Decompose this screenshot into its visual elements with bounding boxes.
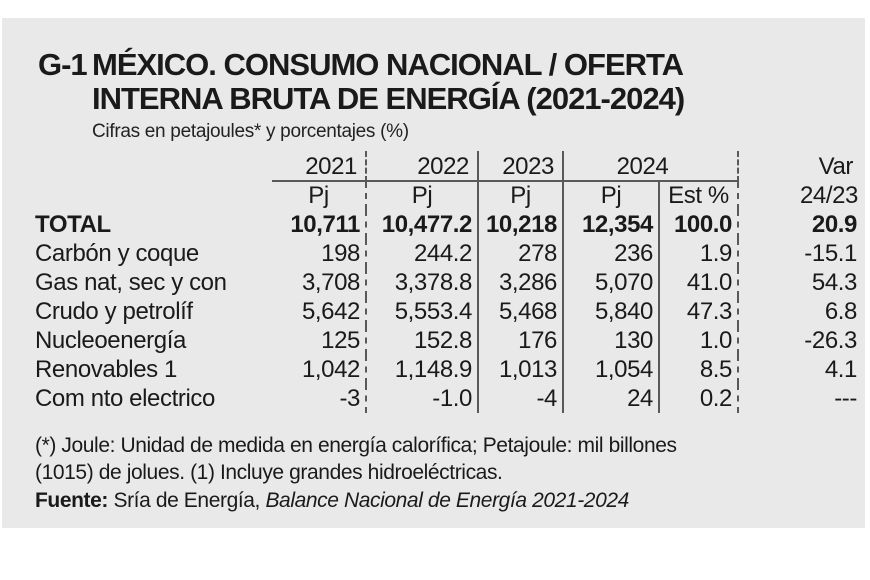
- row-label: TOTAL: [35, 211, 111, 238]
- footnote-line-2: (1015) de jolues. (1) Incluye grandes hi…: [35, 461, 503, 484]
- value-2021: 3,708: [272, 268, 367, 297]
- table-row-nucleo: Nucleoenergía 125 152.8 176 130 1.0 -26.…: [35, 326, 862, 355]
- subheader-pj-2024: Pj: [564, 182, 660, 210]
- subheader-pj-2023: Pj: [479, 182, 564, 210]
- value-2021: 10,711: [272, 210, 367, 239]
- year-header-var: Var: [818, 153, 854, 180]
- footnote-text: (*) Joule: Unidad de medida en energía c…: [35, 432, 865, 486]
- value-2024-pj: 12,354: [564, 210, 660, 239]
- source-italic-text: Balance Nacional de Energía 2021-2024: [265, 489, 629, 512]
- energy-table: 2021 2022 2023 2024 Var Pj Pj Pj Pj Est …: [35, 151, 862, 413]
- table-row-total: TOTAL 10,711 10,477.2 10,218 12,354 100.…: [35, 210, 862, 239]
- value-var: 54.3: [811, 269, 858, 296]
- value-2024-est: 100.0: [660, 210, 739, 239]
- value-var: -15.1: [804, 240, 857, 267]
- subheader-row: Pj Pj Pj Pj Est % 24/23: [35, 182, 862, 210]
- value-var: 20.9: [811, 211, 858, 238]
- row-label: Renovables 1: [35, 356, 177, 383]
- value-var: -26.3: [804, 327, 857, 354]
- year-header-2024: 2024: [564, 151, 739, 182]
- value-2024-pj: 5,840: [564, 297, 660, 326]
- table-row-comercio: Com nto electrico -3 -1.0 -4 24 0.2 ---: [35, 384, 862, 413]
- value-2023: 1,013: [479, 355, 564, 384]
- table-row-renovables: Renovables 1 1,042 1,148.9 1,013 1,054 8…: [35, 355, 862, 384]
- value-2024-est: 8.5: [660, 355, 739, 384]
- infographic-panel: G-1 MÉXICO. CONSUMO NACIONAL / OFERTA INT…: [2, 18, 865, 528]
- year-header-2022: 2022: [367, 151, 479, 182]
- value-2023: -4: [479, 384, 564, 413]
- subheader-var-24-23: 24/23: [799, 182, 858, 209]
- value-2024-pj: 24: [564, 384, 660, 413]
- value-2023: 176: [479, 326, 564, 355]
- source-plain-text: Sría de Energía,: [108, 489, 266, 512]
- value-2024-est: 0.2: [660, 384, 739, 413]
- subheader-est-pct: Est %: [660, 182, 739, 210]
- subheader-spacer: [35, 182, 272, 210]
- figure-tag: G-1: [38, 47, 88, 82]
- value-2023: 278: [479, 239, 564, 268]
- value-2024-est: 41.0: [660, 268, 739, 297]
- footnotes: (*) Joule: Unidad de medida en energía c…: [35, 432, 865, 513]
- value-2022: -1.0: [367, 384, 479, 413]
- header: G-1 MÉXICO. CONSUMO NACIONAL / OFERTA INT…: [38, 48, 865, 143]
- value-2021: 1,042: [272, 355, 367, 384]
- subheader-pj-2022: Pj: [367, 182, 479, 210]
- value-2021: 198: [272, 239, 367, 268]
- value-var: 4.1: [824, 356, 858, 383]
- value-2022: 5,553.4: [367, 297, 479, 326]
- row-label: Carbón y coque: [35, 240, 199, 267]
- value-2022: 244.2: [367, 239, 479, 268]
- value-2021: -3: [272, 384, 367, 413]
- row-label: Com nto electrico: [35, 385, 215, 412]
- value-2024-pj: 236: [564, 239, 660, 268]
- page-title: MÉXICO. CONSUMO NACIONAL / OFERTA INTERNA…: [92, 47, 685, 116]
- table-row-carbon: Carbón y coque 198 244.2 278 236 1.9 -15…: [35, 239, 862, 268]
- year-header-2021: 2021: [272, 151, 367, 182]
- value-2024-est: 1.9: [660, 239, 739, 268]
- year-header-2023: 2023: [479, 151, 564, 182]
- value-2024-pj: 1,054: [564, 355, 660, 384]
- value-2023: 10,218: [479, 210, 564, 239]
- value-var: ---: [834, 385, 857, 412]
- row-label: Nucleoenergía: [35, 327, 186, 354]
- value-2024-est: 47.3: [660, 297, 739, 326]
- row-label: Crudo y petrolíf: [35, 298, 193, 325]
- value-2024-pj: 130: [564, 326, 660, 355]
- value-2024-pj: 5,070: [564, 268, 660, 297]
- units-subtitle: Cifras en petajoules* y porcentajes (%): [92, 121, 409, 142]
- value-2021: 125: [272, 326, 367, 355]
- value-2022: 3,378.8: [367, 268, 479, 297]
- value-2022: 1,148.9: [367, 355, 479, 384]
- table-row-gas: Gas nat, sec y con 3,708 3,378.8 3,286 5…: [35, 268, 862, 297]
- value-2022: 10,477.2: [367, 210, 479, 239]
- row-label: Gas nat, sec y con: [35, 269, 227, 296]
- value-var: 6.8: [824, 298, 858, 325]
- footnote-line-1: (*) Joule: Unidad de medida en energía c…: [35, 434, 677, 457]
- year-header-spacer: [35, 151, 272, 182]
- value-2022: 152.8: [367, 326, 479, 355]
- title-line-1: MÉXICO. CONSUMO NACIONAL / OFERTA: [92, 47, 684, 82]
- value-2023: 5,468: [479, 297, 564, 326]
- value-2021: 5,642: [272, 297, 367, 326]
- year-header-row: 2021 2022 2023 2024 Var: [35, 151, 862, 182]
- value-2023: 3,286: [479, 268, 564, 297]
- value-2024-est: 1.0: [660, 326, 739, 355]
- source-label: Fuente:: [35, 489, 109, 512]
- title-line-2: INTERNA BRUTA DE ENERGÍA (2021-2024): [92, 81, 685, 116]
- source-line: Fuente: Sría de Energía, Balance Naciona…: [35, 489, 865, 513]
- subheader-pj-2021: Pj: [272, 182, 367, 210]
- table-row-crudo: Crudo y petrolíf 5,642 5,553.4 5,468 5,8…: [35, 297, 862, 326]
